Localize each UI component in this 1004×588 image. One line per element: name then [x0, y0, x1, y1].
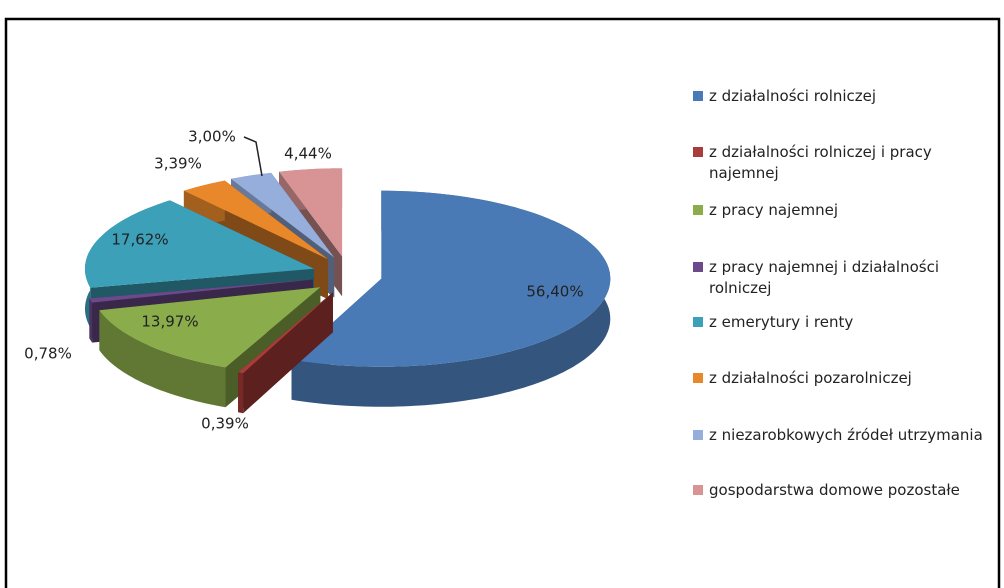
- slice-top: [99, 287, 321, 368]
- slice-top: [291, 190, 611, 367]
- slice-top: [279, 168, 343, 257]
- slice-side: [238, 292, 333, 413]
- slice-top: [231, 172, 335, 258]
- legend-item: z niezarobkowych źródeł utrzymania: [693, 425, 993, 446]
- legend-label: z działalności pozarolniczej: [709, 369, 912, 387]
- legend-item: z działalności pozarolniczej: [693, 368, 993, 389]
- slice-wall: [89, 298, 93, 343]
- legend-item: z działalności rolniczej: [693, 86, 993, 107]
- legend-label: z emerytury i renty: [709, 313, 854, 331]
- legend-swatch: [693, 485, 703, 495]
- slice-top: [238, 292, 333, 374]
- legend-item: gospodarstwa domowe pozostałe: [693, 480, 993, 501]
- slice-top: [183, 180, 328, 260]
- legend-label: z działalności rolniczej: [709, 87, 877, 105]
- leader-line: [243, 136, 263, 177]
- slice-wall: [99, 310, 226, 408]
- data-label: 56,40%: [526, 283, 583, 301]
- legend-swatch: [693, 147, 703, 157]
- data-label: 17,62%: [111, 231, 168, 249]
- legend-item: z emerytury i renty: [693, 312, 993, 333]
- slice-top: [85, 200, 314, 288]
- data-label: 3,00%: [188, 128, 236, 146]
- legend-label: z pracy najemnej: [709, 201, 839, 219]
- legend-swatch: [693, 91, 703, 101]
- legend-item: z pracy najemnej i działalności rolnicze…: [693, 257, 993, 299]
- legend-label: z pracy najemnej i działalności rolnicze…: [709, 258, 940, 297]
- legend-label: z niezarobkowych źródeł utrzymania: [709, 426, 983, 444]
- data-label: 3,39%: [154, 155, 202, 173]
- slice: [291, 190, 611, 407]
- slice-top: [89, 279, 314, 303]
- data-label: 0,39%: [201, 415, 249, 433]
- pie: [85, 168, 611, 414]
- legend-swatch: [693, 430, 703, 440]
- slice: [238, 292, 333, 414]
- legend-swatch: [693, 262, 703, 272]
- legend-swatch: [693, 373, 703, 383]
- legend-label: gospodarstwa domowe pozostałe: [709, 481, 960, 499]
- legend-swatch: [693, 317, 703, 327]
- data-label: 0,78%: [24, 345, 72, 363]
- legend-label: z działalności rolniczej i pracy najemne…: [709, 143, 932, 182]
- slice-wall: [238, 372, 244, 414]
- legend-item: z działalności rolniczej i pracy najemne…: [693, 142, 993, 184]
- legend-item: z pracy najemnej: [693, 200, 993, 221]
- data-label: 4,44%: [284, 145, 332, 163]
- legend-swatch: [693, 205, 703, 215]
- data-label: 13,97%: [141, 313, 198, 331]
